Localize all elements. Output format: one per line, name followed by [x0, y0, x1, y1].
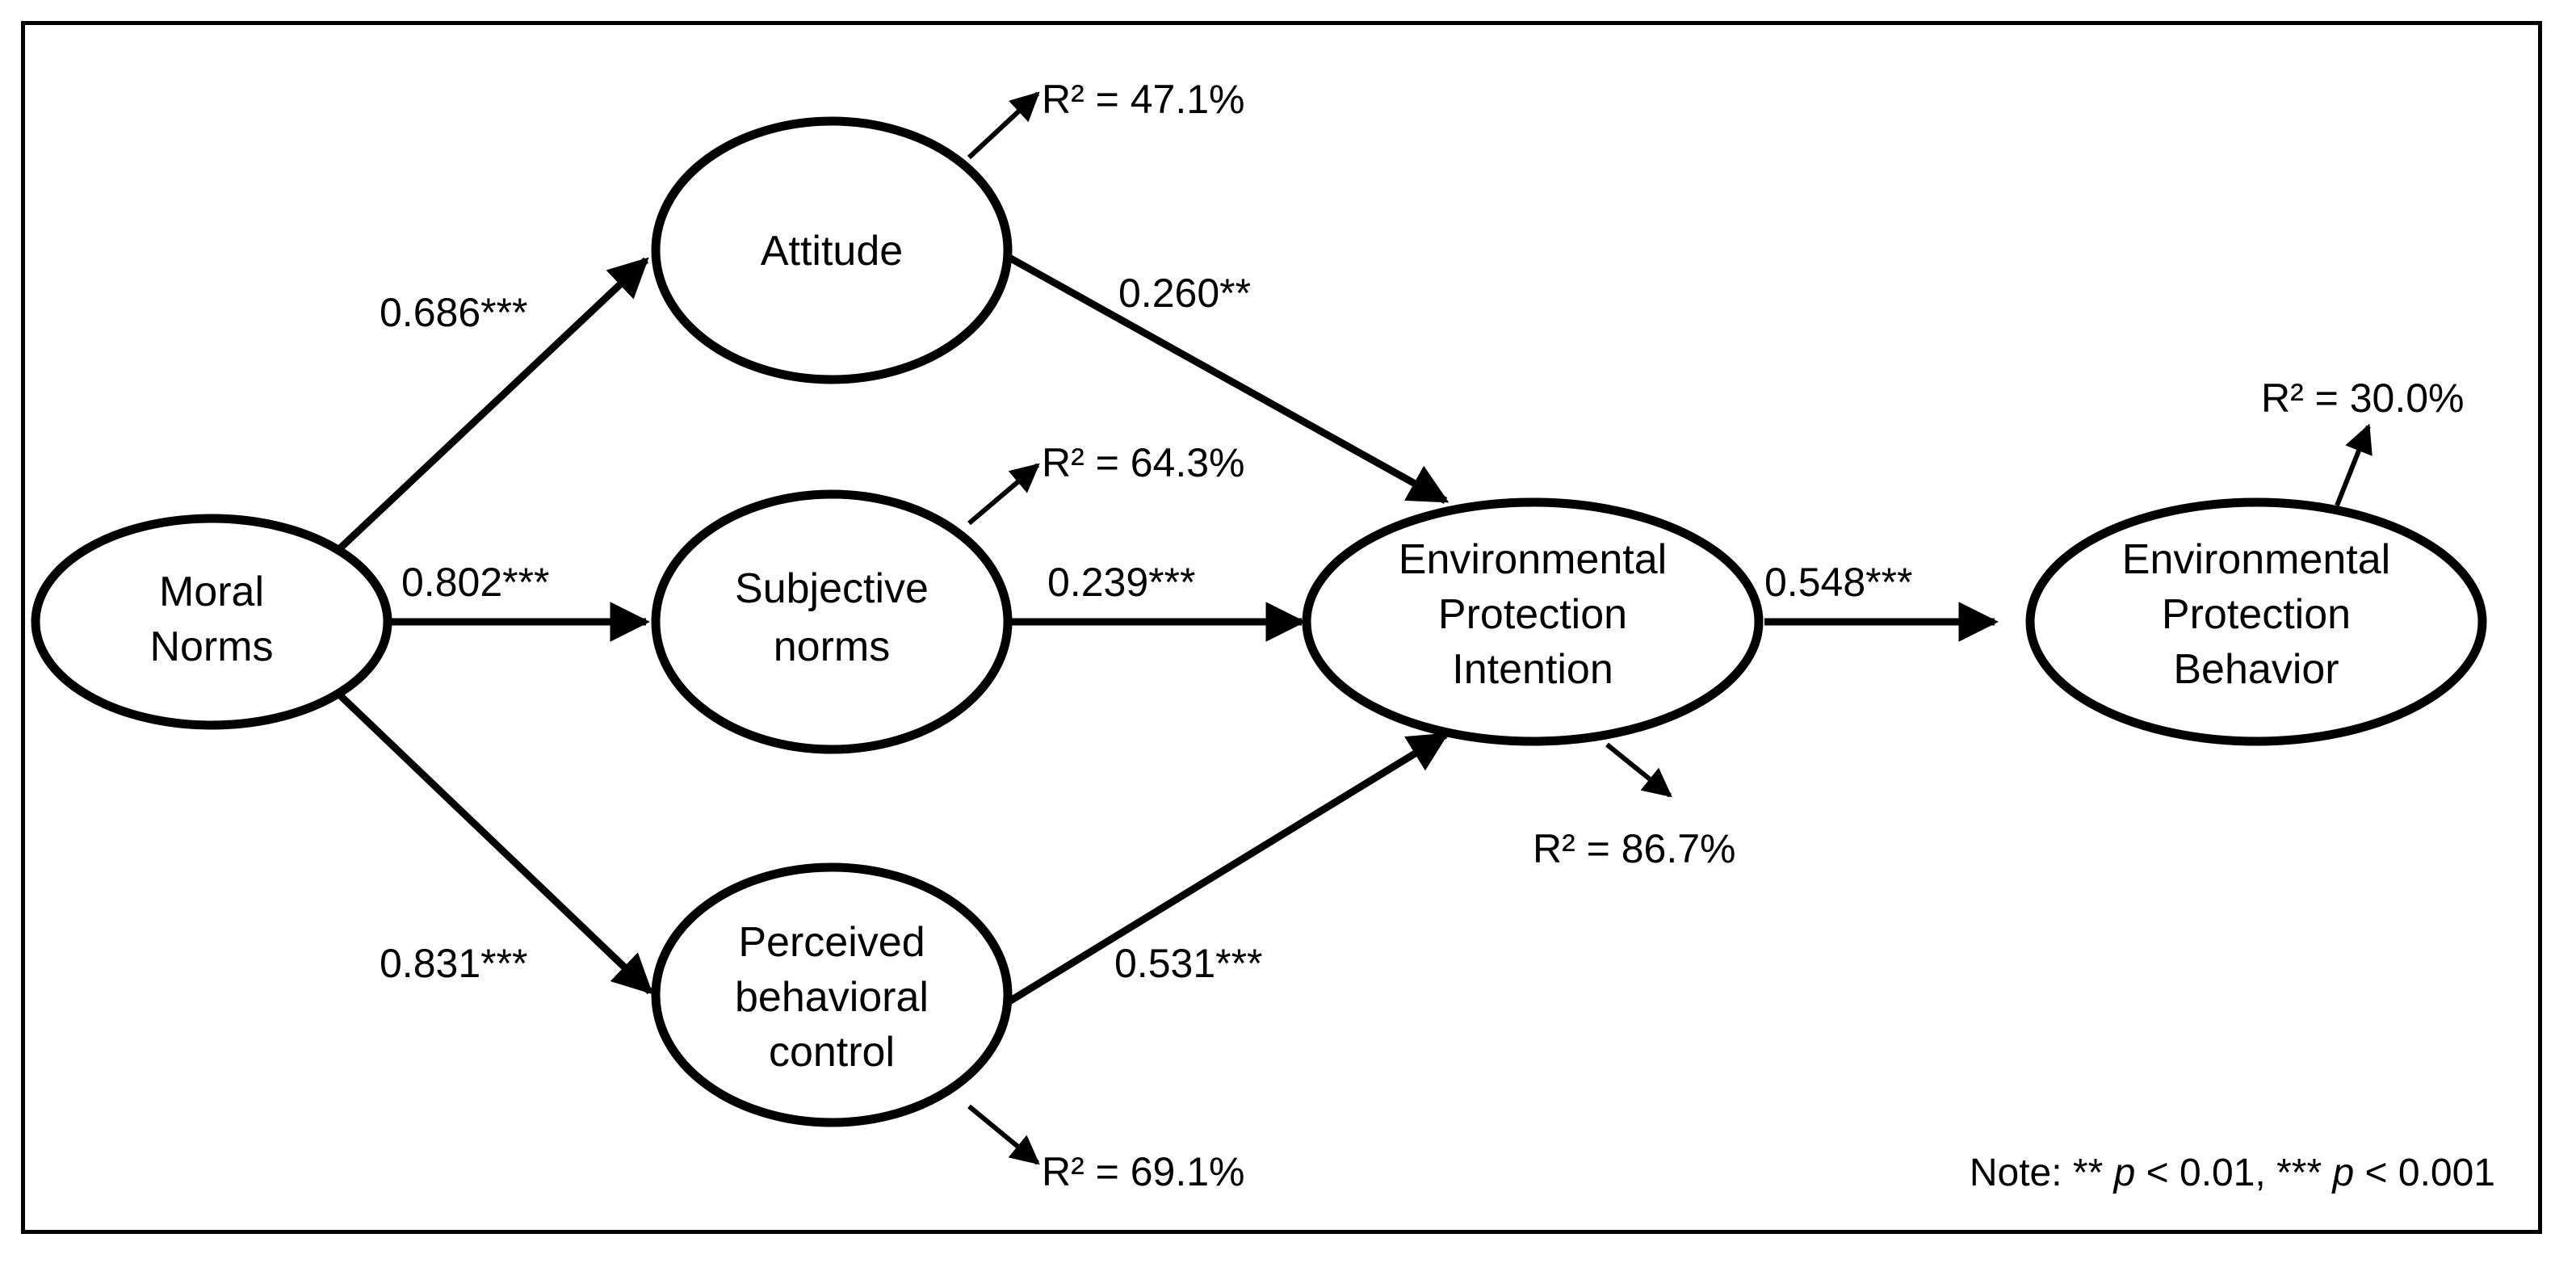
svg-text:norms: norms	[774, 623, 890, 670]
r2-arrow-pbc	[967, 1104, 1040, 1165]
coef-pbc-intention: 0.531***	[1114, 941, 1263, 986]
r2-subjective: R² = 64.3%	[1042, 440, 1245, 485]
node-attitude: Attitude	[651, 116, 1013, 384]
intention-line3: Intention	[1452, 646, 1613, 693]
svg-text:Environmental: Environmental	[2122, 536, 2390, 583]
svg-text:Subjective: Subjective	[735, 565, 929, 612]
subjective-norms-line2: norms	[774, 623, 890, 670]
pbc-line2: behavioral	[735, 974, 929, 1021]
node-subjective-norms: Subjective norms	[651, 489, 1013, 754]
node-intention: Environmental Protection Intention	[1302, 497, 1764, 746]
coef-mn-attitude: 0.686***	[380, 290, 528, 335]
note-p1: p	[2112, 1152, 2136, 1194]
note-suffix: < 0.001	[2354, 1152, 2495, 1194]
svg-text:control: control	[769, 1029, 895, 1076]
intention-line2: Protection	[1438, 591, 1627, 638]
svg-text:Perceived: Perceived	[738, 919, 925, 966]
coef-subjective-intention: 0.239***	[1047, 560, 1196, 605]
r2-intention: R² = 86.7%	[1533, 826, 1736, 871]
note-p2: p	[2331, 1152, 2354, 1194]
pbc-line1: Perceived	[738, 919, 925, 966]
path-pbc-intention	[1007, 732, 1450, 1005]
svg-text:Moral: Moral	[159, 569, 264, 615]
r2-arrow-intention	[1605, 742, 1672, 798]
node-perceived-control: Perceived behavioral control	[651, 862, 1013, 1127]
intention-line1: Environmental	[1399, 536, 1667, 583]
behavior-line1: Environmental	[2122, 536, 2390, 583]
path-attitude-intention	[1005, 254, 1450, 504]
svg-text:Environmental: Environmental	[1399, 536, 1667, 583]
node-behavior: Environmental Protection Behavior	[2025, 497, 2487, 746]
moral-norms-line2: Norms	[149, 623, 273, 670]
r2-arrow-behavior	[2335, 423, 2373, 507]
behavior-line3: Behavior	[2173, 646, 2339, 693]
svg-text:Behavior: Behavior	[2173, 646, 2339, 693]
r2-behavior: R² = 30.0%	[2261, 376, 2465, 421]
path-mn-attitude	[336, 257, 649, 552]
coef-intention-behavior: 0.548***	[1764, 560, 1913, 605]
diagram-frame	[21, 21, 2542, 1234]
r2-arrow-subjective	[967, 463, 1040, 526]
node-moral-norms: Moral Norms	[31, 514, 392, 730]
r2-attitude: R² = 47.1%	[1042, 77, 1245, 122]
coef-mn-pbc: 0.831***	[380, 941, 528, 986]
path-mn-pbc	[336, 691, 653, 995]
attitude-label: Attitude	[761, 228, 903, 275]
moral-norms-line1: Moral	[159, 569, 264, 615]
note-mid: < 0.01, ***	[2135, 1152, 2332, 1194]
svg-text:Attitude: Attitude	[761, 228, 903, 275]
svg-text:Norms: Norms	[149, 623, 273, 670]
pbc-line3: control	[769, 1029, 895, 1076]
svg-text:Intention: Intention	[1452, 646, 1613, 693]
coef-attitude-intention: 0.260**	[1118, 271, 1251, 316]
subjective-norms-line1: Subjective	[735, 565, 929, 612]
r2-pbc: R² = 69.1%	[1042, 1149, 1245, 1194]
behavior-line2: Protection	[2162, 591, 2351, 638]
r2-arrow-attitude	[967, 91, 1040, 160]
svg-text:Protection: Protection	[1438, 591, 1627, 638]
coef-mn-subjective: 0.802***	[401, 560, 550, 605]
svg-text:Protection: Protection	[2162, 591, 2351, 638]
note-prefix: Note: **	[1970, 1152, 2114, 1194]
svg-text:behavioral: behavioral	[735, 974, 929, 1021]
significance-note: Note: ** p < 0.01, *** p < 0.001	[1970, 1152, 2495, 1194]
